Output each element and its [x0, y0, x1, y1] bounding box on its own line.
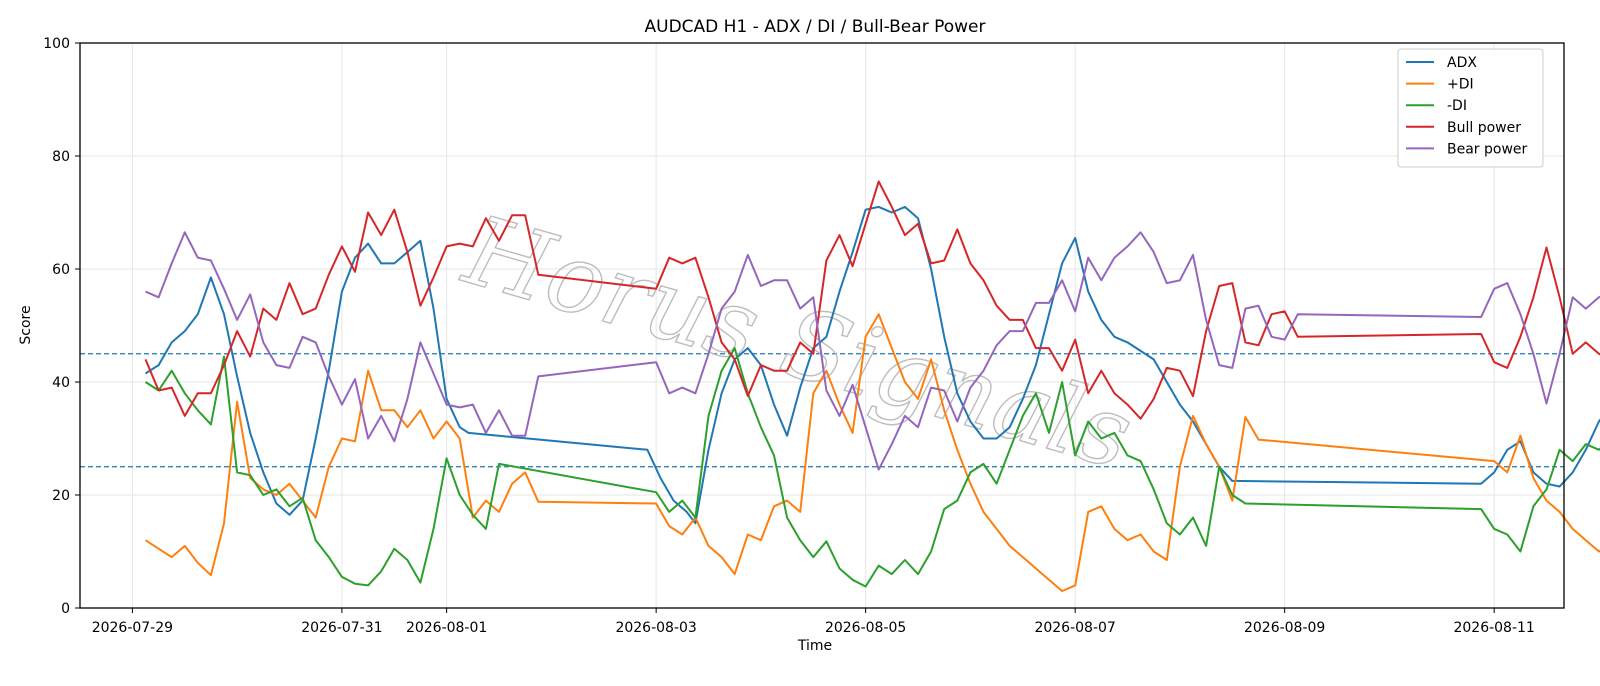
series-line--di	[144, 313, 1600, 592]
legend-label: Bear power	[1447, 141, 1528, 157]
legend-box	[1397, 48, 1544, 168]
y-tick-label: 80	[52, 149, 70, 165]
legend: ADX +DI -DI Bull power Bear power	[1397, 48, 1544, 168]
y-axis-label: Score	[18, 305, 34, 344]
x-tick-label: 2026-08-03	[615, 620, 696, 636]
series-line-bull-power	[144, 180, 1600, 420]
x-tick-label: 2026-07-31	[301, 620, 382, 636]
y-axis-ticks: 0 20 40 60 80 100	[43, 36, 80, 617]
series-line-adx	[144, 205, 1600, 525]
legend-label: +DI	[1447, 77, 1474, 93]
legend-label: ADX	[1447, 55, 1477, 71]
x-tick-label: 2026-08-09	[1244, 620, 1325, 636]
series-group	[144, 180, 1600, 592]
x-axis-ticks: 2026-07-29 2026-07-31 2026-08-01 2026-08-03…	[92, 608, 1535, 636]
x-tick-label: 2026-08-01	[406, 620, 487, 636]
y-tick-label: 0	[61, 601, 70, 617]
x-tick-label: 2026-08-07	[1034, 620, 1115, 636]
plot-frame	[79, 42, 1565, 609]
x-tick-label: 2026-08-05	[825, 620, 906, 636]
reference-lines	[80, 353, 1564, 468]
chart-title: AUDCAD H1 - ADX / DI / Bull-Bear Power	[645, 17, 986, 37]
series-line-bear-power	[145, 231, 1600, 471]
legend-label: Bull power	[1447, 120, 1521, 136]
y-tick-label: 20	[52, 488, 70, 504]
x-tick-label: 2026-07-29	[92, 620, 173, 636]
series-line--di	[144, 347, 1600, 588]
x-axis-label: Time	[797, 638, 832, 654]
y-tick-label: 100	[43, 36, 70, 52]
y-tick-label: 40	[52, 375, 70, 391]
legend-label: -DI	[1447, 98, 1467, 114]
y-tick-label: 60	[52, 262, 70, 278]
x-tick-label: 2026-08-11	[1453, 620, 1534, 636]
